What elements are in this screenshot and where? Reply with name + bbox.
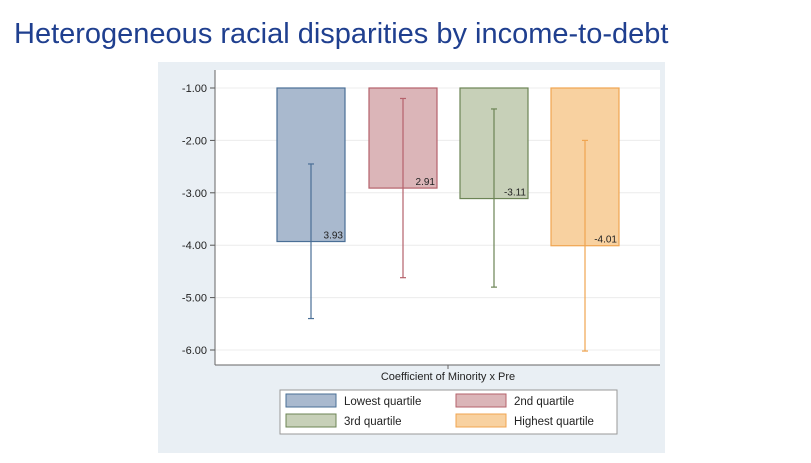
legend-label: Lowest quartile <box>344 396 421 408</box>
y-tick-label: -3.00 <box>182 188 207 200</box>
y-tick-label: -1.00 <box>182 83 207 95</box>
x-axis-label: Coefficient of Minority x Pre <box>381 371 515 383</box>
legend-label: 2nd quartile <box>514 396 574 408</box>
data-label: -3.11 <box>504 188 526 199</box>
slide-title: Heterogeneous racial disparities by inco… <box>14 18 669 50</box>
legend-label: 3rd quartile <box>344 416 402 428</box>
legend-swatch <box>285 413 337 428</box>
y-tick-label: -6.00 <box>182 345 207 357</box>
data-label: -4.01 <box>594 235 617 246</box>
y-tick-label: -5.00 <box>182 293 207 305</box>
legend-label: Highest quartile <box>514 416 594 428</box>
legend-swatch <box>455 413 507 428</box>
legend-swatch <box>455 393 507 408</box>
data-label: 2.91 <box>416 177 436 188</box>
y-tick-label: -2.00 <box>182 135 207 147</box>
data-label: 3.93 <box>324 231 344 242</box>
y-tick-label: -4.00 <box>182 240 207 252</box>
legend-swatch <box>285 393 337 408</box>
